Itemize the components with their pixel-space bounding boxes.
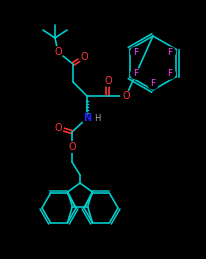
Text: O: O — [54, 47, 62, 57]
Circle shape — [130, 68, 140, 79]
Circle shape — [78, 52, 89, 62]
Circle shape — [164, 47, 174, 57]
Circle shape — [120, 91, 131, 101]
Text: F: F — [150, 79, 155, 88]
Text: O: O — [54, 123, 62, 133]
Circle shape — [164, 68, 174, 79]
Text: O: O — [80, 52, 87, 62]
Text: O: O — [68, 142, 75, 152]
Circle shape — [147, 78, 157, 89]
Text: F: F — [133, 69, 138, 78]
Text: O: O — [122, 91, 129, 101]
Circle shape — [130, 47, 140, 57]
Circle shape — [53, 47, 63, 57]
Circle shape — [53, 123, 63, 133]
Circle shape — [67, 142, 77, 152]
Text: F: F — [167, 48, 172, 57]
Text: H: H — [93, 113, 100, 123]
Circle shape — [81, 113, 92, 123]
Text: F: F — [133, 48, 138, 57]
Text: F: F — [167, 69, 172, 78]
Circle shape — [102, 76, 113, 86]
Text: O: O — [104, 76, 111, 86]
Text: N: N — [83, 113, 91, 123]
